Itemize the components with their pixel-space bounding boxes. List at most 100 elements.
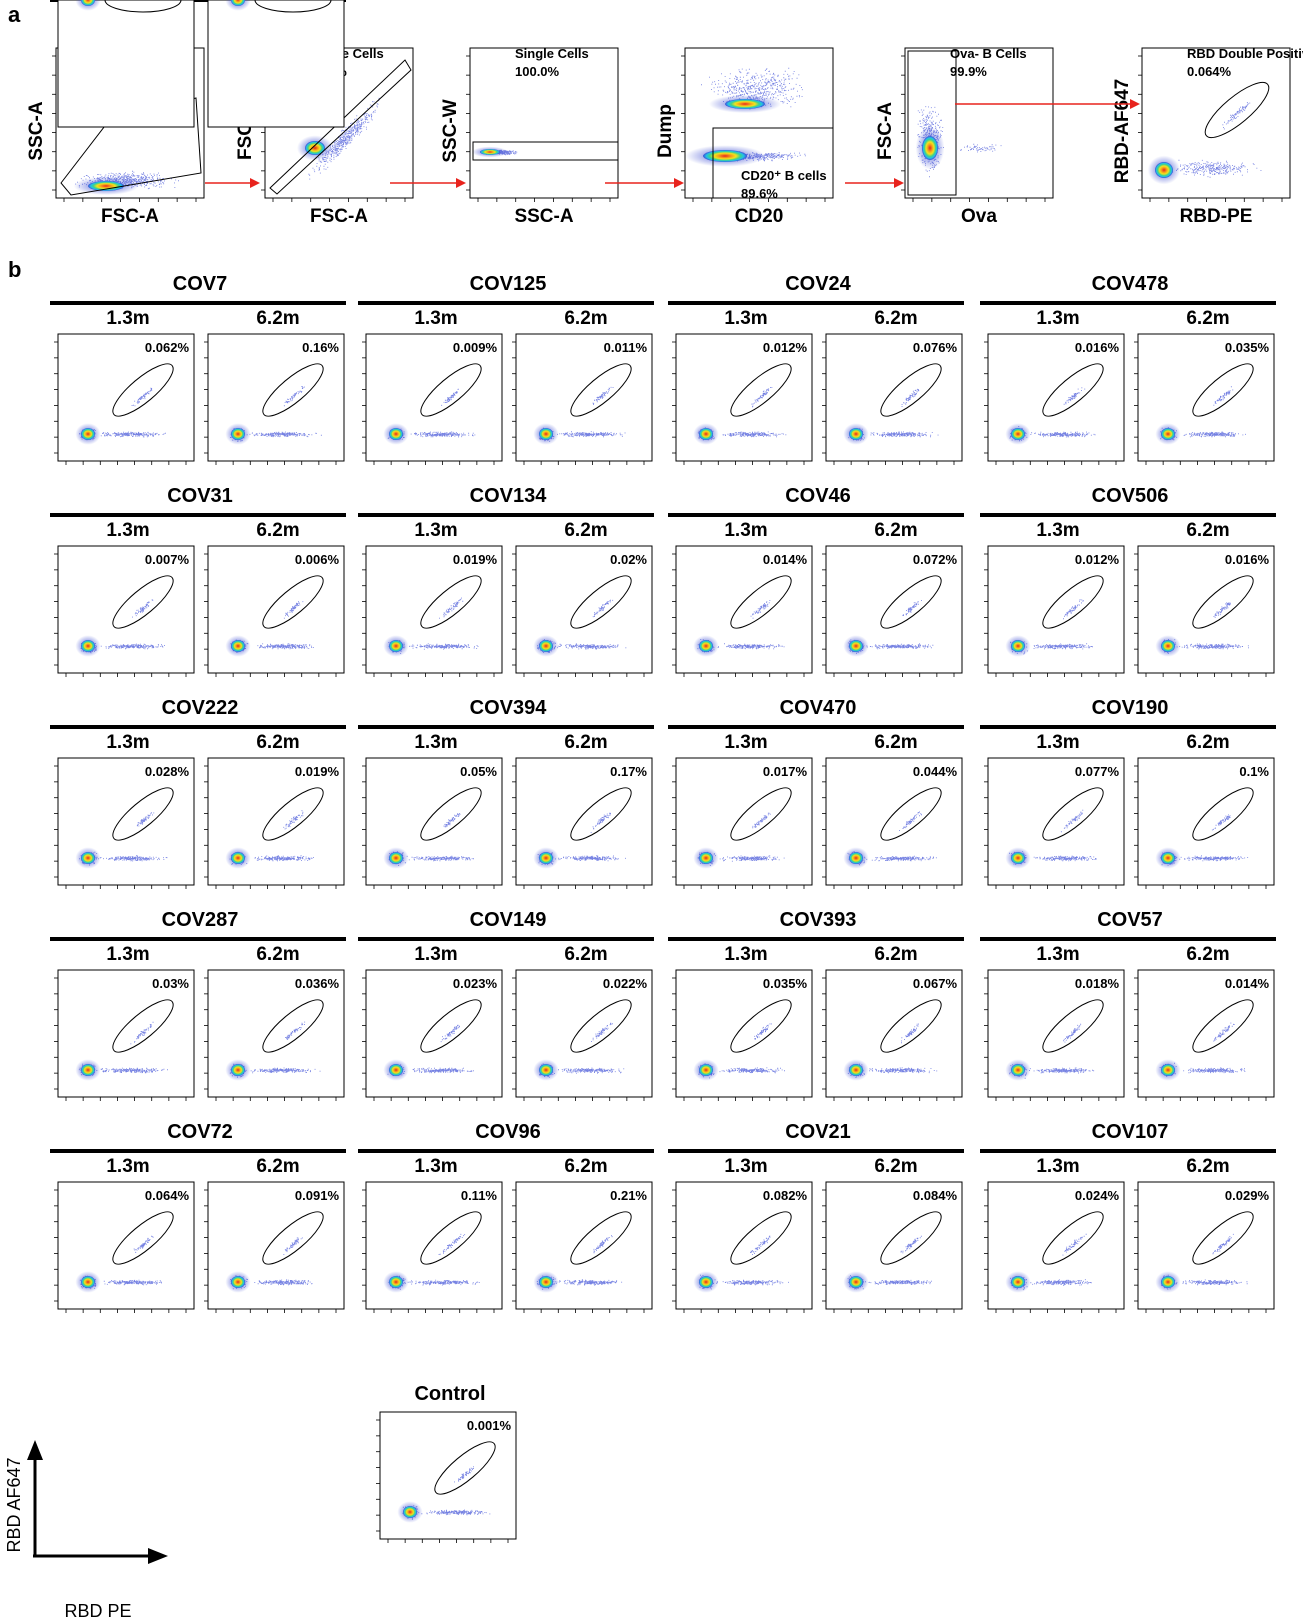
events [285, 1021, 306, 1040]
events [1029, 1067, 1095, 1074]
density-core [81, 852, 95, 864]
gate-percentage: 0.035% [763, 976, 808, 991]
events [133, 1235, 154, 1253]
events [283, 810, 304, 830]
gate-percentage: 0.016% [1075, 340, 1120, 355]
timepoint-label: 1.3m [1036, 1156, 1079, 1177]
rbd-plot: 0.076% [822, 333, 963, 465]
gate-percentage: 0.097% [145, 0, 190, 3]
rbd-plot: 0.028% [54, 757, 195, 889]
events [406, 855, 474, 862]
rbd-plot: 0.035% [672, 969, 813, 1101]
rbd-plot: 0.082% [672, 1181, 813, 1313]
gate-ellipse [112, 575, 174, 629]
rbd-plot: 0.02% [512, 545, 653, 677]
gate-ellipse [730, 999, 792, 1053]
rbd-plot: 0.014% [672, 545, 813, 677]
timepoint-label: 6.2m [564, 944, 607, 965]
gate-ellipse [1192, 999, 1254, 1053]
events [558, 855, 626, 862]
donor-group: COV134 1.3m 0.019% 6.2m0.02% [358, 485, 654, 677]
control-group: Control 0.001% [376, 1383, 517, 1543]
timepoint-label: 1.3m [724, 1156, 767, 1177]
events [751, 387, 773, 408]
donor-group: COV393 1.3m 0.035% 6.2m 0.067% [668, 909, 964, 1101]
gate-percentage: 0.023% [453, 976, 498, 991]
rbd-plot: 0.016% [984, 333, 1125, 465]
timepoint-label: 1.3m [414, 308, 457, 329]
events [591, 1022, 613, 1042]
events [485, 149, 518, 156]
gate-percentage: 100.0% [515, 64, 560, 79]
rbd-plot: 0.11% [362, 1181, 503, 1313]
gate-name: Single Cells [515, 46, 589, 61]
gate-ellipse [104, 0, 182, 13]
gate-percentage: 0.019% [295, 764, 340, 779]
gate-percentage: 0.012% [1075, 552, 1120, 567]
gate-ellipse [262, 363, 324, 417]
rbd-plot: 0.036% [204, 969, 345, 1101]
rbd-plot: 0.011% [512, 333, 653, 465]
x-axis-label: Ova [961, 206, 997, 227]
rbd-plot: 0.17% [512, 757, 653, 889]
events [1033, 643, 1093, 650]
timepoint-label: 1.3m [1036, 732, 1079, 753]
timepoint-label: 6.2m [564, 308, 607, 329]
donor-group: COV222 1.3m 0.028% 6.2m 0.019% [50, 697, 346, 889]
timepoint-label: 1.3m [724, 308, 767, 329]
gate-percentage: 0.012% [763, 340, 808, 355]
timepoint-label: 6.2m [256, 732, 299, 753]
density-core [703, 150, 747, 162]
donor-group: COV478 1.3m 0.016% 6.2m 0.035% [980, 273, 1276, 465]
timepoint-label: 1.3m [414, 732, 457, 753]
timepoint-label: 1.3m [1036, 308, 1079, 329]
events [902, 600, 922, 616]
gate-ellipse [262, 787, 324, 841]
donor-group: COV506 1.3m 0.012% 6.2m 0.016% [980, 485, 1276, 677]
gate-percentage: 0.016% [1225, 552, 1270, 567]
events [1182, 1279, 1248, 1286]
rbd-plot: 0.019% [204, 757, 345, 889]
events [752, 812, 771, 829]
timepoint-label: 1.3m [106, 520, 149, 541]
gate-percentage: 0.067% [913, 976, 958, 991]
donor-name: COV478 [1092, 273, 1169, 295]
events [246, 431, 322, 438]
gate-polygon [269, 59, 412, 195]
gate-ellipse [570, 999, 632, 1053]
density-core [1011, 1064, 1025, 1076]
density-core [389, 428, 403, 440]
rbd-plot: 0.21% [512, 1181, 653, 1313]
rbd-plot: 0.019% [362, 545, 503, 677]
gate-ellipse [1192, 363, 1254, 417]
events [283, 601, 304, 619]
gate-ellipse [730, 787, 792, 841]
x-axis-label: CD20 [735, 206, 784, 227]
density-core [699, 852, 713, 864]
donor-name: COV57 [1097, 909, 1163, 931]
gate-percentage: 0.029% [1225, 1188, 1270, 1203]
events [283, 1237, 303, 1255]
donor-name: COV47 [167, 0, 233, 5]
x-axis-label: SSC-A [514, 206, 573, 227]
density-core [1011, 1276, 1025, 1288]
rbd-plot: 0.16% [204, 333, 345, 465]
donor-name: COV125 [470, 273, 547, 295]
events [1030, 431, 1096, 438]
density-core [88, 181, 124, 191]
gate-percentage: 0.007% [145, 552, 190, 567]
events [1063, 387, 1086, 405]
donor-name: COV72 [167, 1121, 233, 1143]
x-axis-label: RBD PE [64, 1601, 131, 1621]
rbd-plot: 0.035% [1134, 333, 1275, 465]
density-core [1161, 1064, 1175, 1076]
rbd-plot: 0.067% [822, 969, 963, 1101]
donor-name: COV149 [470, 909, 547, 931]
events [1212, 1233, 1234, 1255]
density-core [231, 640, 245, 652]
gate-percentage: 0.018% [1075, 976, 1120, 991]
density-core [1161, 640, 1175, 652]
y-axis-label: FSC-A [875, 102, 896, 160]
donor-name: COV393 [780, 909, 857, 931]
gate-percentage: 0.044% [913, 764, 958, 779]
